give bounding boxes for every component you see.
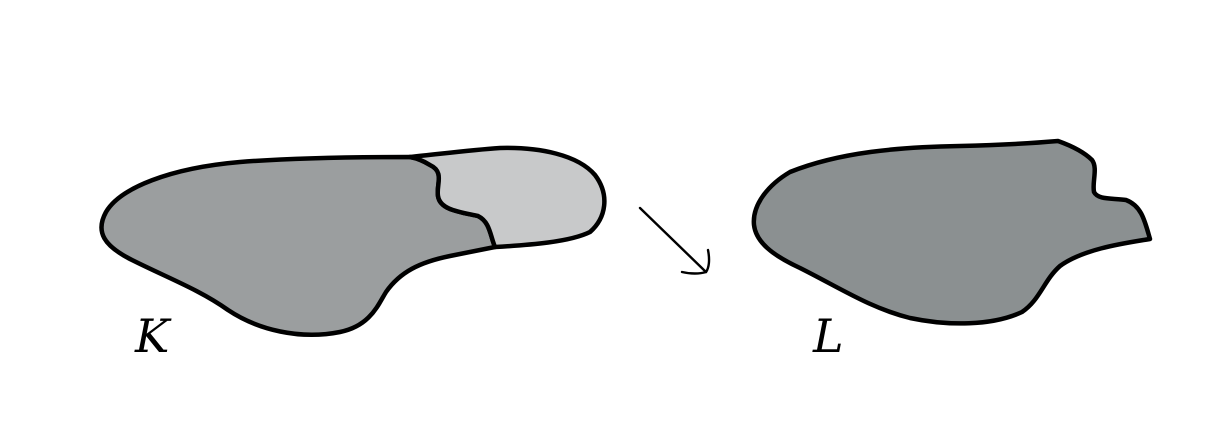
- label-l: L: [812, 309, 844, 363]
- shape-k-light-region: [407, 145, 607, 250]
- label-k: K: [134, 309, 172, 363]
- diagonal-arrow-icon: [638, 206, 711, 275]
- shape-l: [751, 138, 1153, 326]
